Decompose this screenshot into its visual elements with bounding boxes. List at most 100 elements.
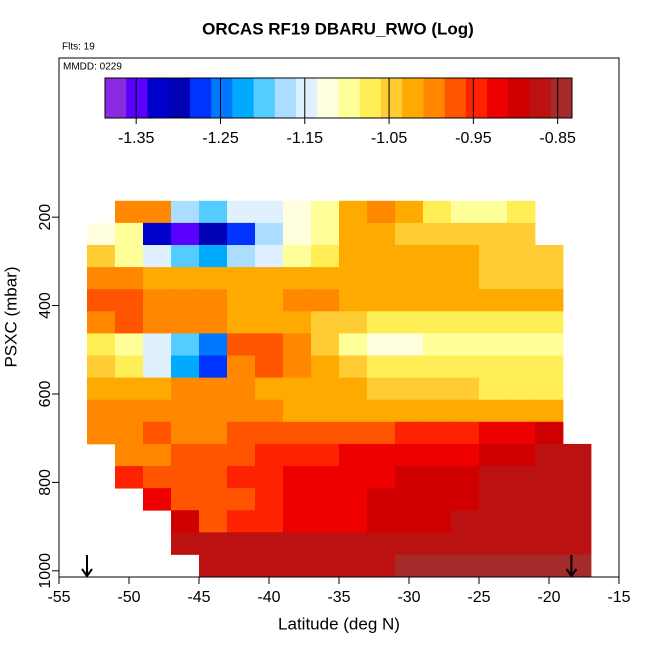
heat-cell [535, 399, 564, 423]
heat-cell [115, 466, 144, 489]
colorbar-swatch [147, 78, 170, 118]
heat-cell [423, 399, 452, 423]
colorbar-swatch [189, 78, 212, 118]
heat-cell [255, 333, 284, 356]
heat-cell [339, 466, 368, 489]
heat-cell [367, 355, 396, 379]
heat-cell [283, 333, 312, 356]
heat-cell [367, 222, 396, 246]
heat-cell [395, 311, 424, 334]
heat-cell [395, 421, 424, 445]
heat-cell [507, 443, 536, 467]
heat-cell [423, 532, 452, 555]
colorbar-swatch [253, 78, 276, 118]
heat-cell [311, 267, 340, 290]
heat-cell [507, 421, 536, 445]
heat-cell [367, 333, 396, 356]
heat-cell [367, 532, 396, 555]
heat-cell [311, 333, 340, 356]
heat-cell [227, 244, 256, 268]
heat-cell [199, 377, 228, 401]
heat-cell [339, 222, 368, 246]
heat-cell [395, 222, 424, 246]
heat-cell [283, 488, 312, 511]
heat-cell [535, 377, 564, 401]
heat-cell [395, 532, 424, 555]
heat-cell [451, 399, 480, 423]
heat-cell [283, 510, 312, 533]
heat-cell [367, 510, 396, 533]
heat-cell [227, 222, 256, 246]
heat-cell [143, 289, 172, 312]
heat-cell [479, 510, 508, 533]
x-tick-label: -50 [117, 589, 140, 606]
heat-cell [339, 510, 368, 533]
colorbar-frame [104, 77, 573, 119]
heat-cell [423, 443, 452, 467]
heat-cell [143, 488, 172, 511]
heat-cell [283, 421, 312, 445]
flight-end-arrow [81, 555, 93, 578]
heat-cell [255, 466, 284, 489]
colorbar-swatch [359, 78, 382, 118]
heat-cell [87, 421, 116, 445]
heat-cell [115, 355, 144, 379]
chart-title: ORCAS RF19 DBARU_RWO (Log) [202, 19, 474, 38]
heat-cell [311, 466, 340, 489]
heat-cell [507, 333, 536, 356]
heat-cell [535, 421, 564, 445]
heat-cell [535, 289, 564, 312]
heat-cell [283, 399, 312, 423]
heat-cell [535, 244, 564, 268]
heat-cell [423, 377, 452, 401]
colorbar-swatch [508, 78, 530, 118]
heat-cell [563, 466, 592, 489]
colorbar-tick-label: -0.85 [539, 130, 576, 147]
y-tick-label: 600 [37, 381, 54, 408]
heat-cell [115, 267, 144, 290]
heat-cell [255, 488, 284, 511]
heat-cell [367, 488, 396, 511]
heat-cell [115, 443, 144, 467]
heat-cell [395, 200, 424, 224]
heat-cell [311, 200, 340, 224]
heat-cell [143, 200, 172, 224]
colorbar-swatch [317, 78, 339, 118]
x-tick-label: -30 [397, 589, 420, 606]
heat-cell [311, 510, 340, 533]
heat-cell [395, 554, 424, 577]
heat-cell [227, 554, 256, 577]
heat-cell [171, 333, 200, 356]
heat-cell [311, 244, 340, 268]
heat-cell [171, 222, 200, 246]
heat-cell [171, 355, 200, 379]
heat-cell [535, 267, 564, 290]
heat-cell [115, 399, 144, 423]
heat-cell [171, 244, 200, 268]
heat-cell [395, 355, 424, 379]
heat-cell [283, 466, 312, 489]
heat-cell [507, 289, 536, 312]
heat-cell [507, 311, 536, 334]
heat-cell [171, 466, 200, 489]
x-tick-label: -20 [537, 589, 560, 606]
heat-cell [199, 267, 228, 290]
heat-cell [255, 222, 284, 246]
heat-cell [199, 333, 228, 356]
heat-cell [423, 355, 452, 379]
heat-cell [171, 311, 200, 334]
heat-cell [255, 267, 284, 290]
heat-cell [339, 554, 368, 577]
heat-cell [255, 554, 284, 577]
heat-cell [143, 244, 172, 268]
heat-cell [115, 377, 144, 401]
heat-cell [507, 200, 536, 224]
heat-cell [423, 554, 452, 577]
heat-cell [479, 443, 508, 467]
heat-cell [171, 377, 200, 401]
heat-cell [199, 289, 228, 312]
heat-cell [479, 333, 508, 356]
heat-cell [199, 311, 228, 334]
heat-cell [115, 421, 144, 445]
